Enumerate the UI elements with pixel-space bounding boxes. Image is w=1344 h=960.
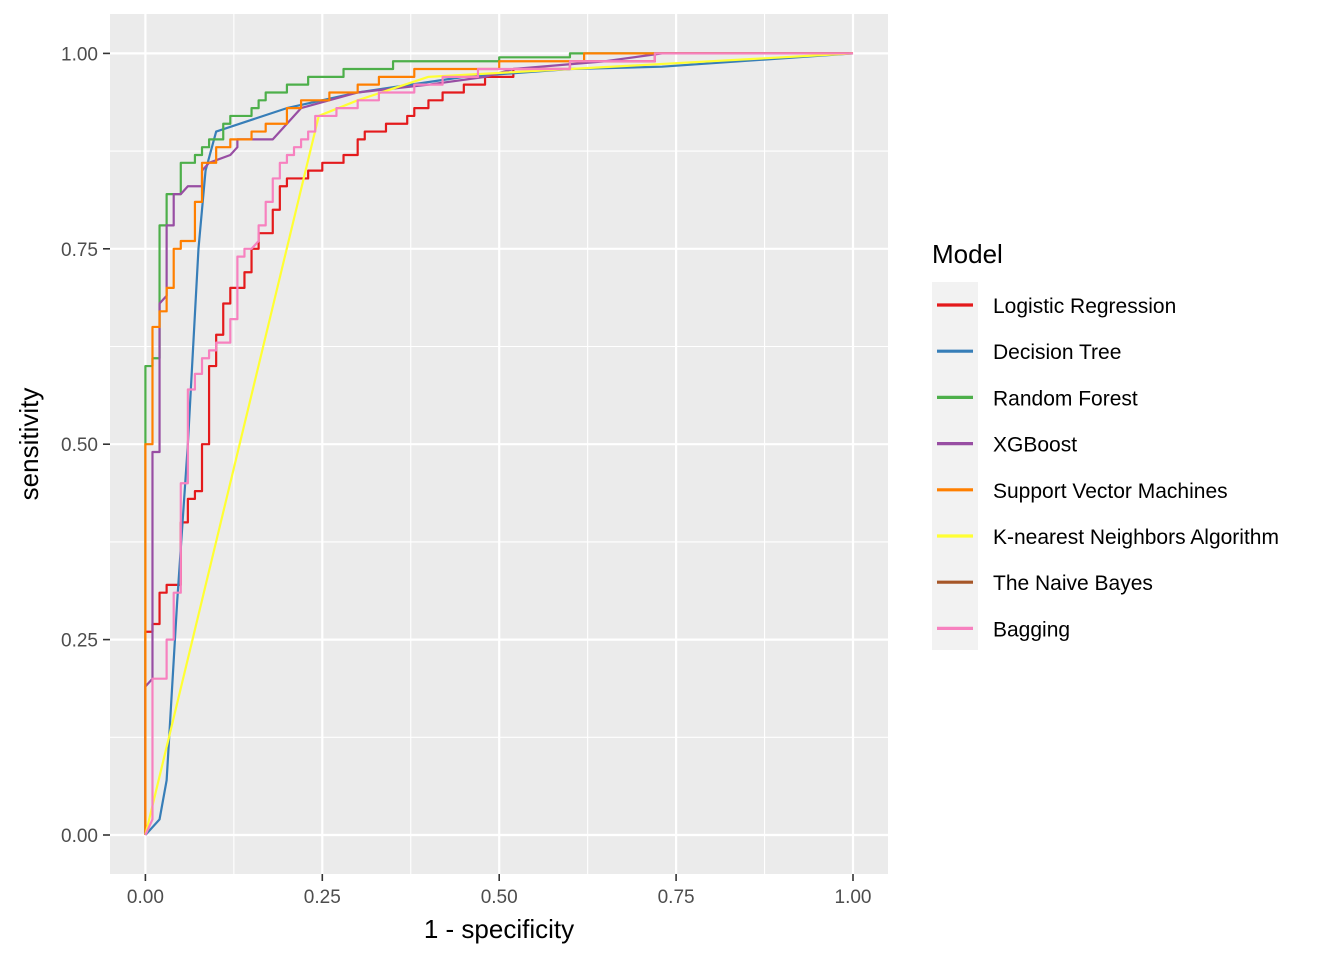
- x-tick-label: 0.75: [658, 887, 695, 908]
- x-tick-label: 0.00: [127, 887, 164, 908]
- y-tick-label: 0.00: [61, 826, 98, 847]
- series-line-0: [144, 52, 853, 835]
- y-tick-label: 0.50: [61, 435, 98, 456]
- series-line-4: [144, 52, 853, 835]
- legend-title: Model: [932, 239, 1003, 269]
- legend-label-0: Logistic Regression: [993, 295, 1176, 318]
- x-tick-label: 0.25: [304, 887, 341, 908]
- y-tick-label: 0.25: [61, 631, 98, 652]
- legend-label-3: XGBoost: [993, 434, 1077, 457]
- x-axis: 0.00 0.25 0.50 0.75 1.00: [127, 874, 872, 908]
- legend-label-5: K-nearest Neighbors Algorithm: [993, 526, 1279, 549]
- legend-label-6: The Naive Bayes: [993, 572, 1153, 595]
- series-line-5: [144, 52, 854, 836]
- y-axis: 0.00 0.25 0.50 0.75 1.00: [61, 44, 110, 847]
- grid-lines: [110, 14, 888, 874]
- legend-label-2: Random Forest: [993, 387, 1138, 410]
- series-layer: [144, 52, 854, 836]
- x-tick-label: 1.00: [835, 887, 872, 908]
- legend-label-4: Support Vector Machines: [993, 480, 1228, 503]
- legend-items: Logistic Regression Decision Tree Random F…: [937, 295, 1279, 641]
- y-tick-label: 0.75: [61, 240, 98, 261]
- legend-label-1: Decision Tree: [993, 341, 1121, 364]
- y-axis-title: sensitivity: [14, 388, 44, 501]
- x-tick-label: 0.50: [481, 887, 518, 908]
- series-line-2: [144, 52, 853, 835]
- series-line-7: [144, 52, 853, 836]
- legend: Model Logistic Regression Decision Tree Ra…: [932, 239, 1279, 650]
- series-line-3: [144, 52, 853, 835]
- legend-label-7: Bagging: [993, 618, 1070, 641]
- legend-key-background: [932, 282, 978, 650]
- x-axis-title: 1 - specificity: [424, 914, 574, 944]
- y-tick-label: 1.00: [61, 44, 98, 65]
